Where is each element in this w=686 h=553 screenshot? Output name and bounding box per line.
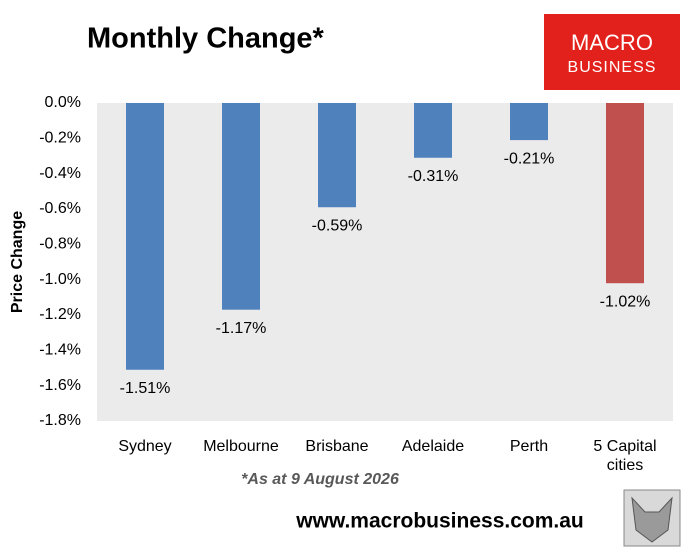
data-label: -0.21% [504,150,555,167]
y-tick-label: -1.0% [39,271,81,288]
chart-title: Monthly Change* [87,23,325,55]
y-tick-label: -1.8% [39,412,81,429]
x-tick-label: Melbourne [203,438,279,455]
y-tick-label: -0.6% [39,200,81,217]
x-tick-label: Adelaide [401,438,465,455]
footnote: *As at 9 August 2026 [241,471,399,488]
x-tick-label: Perth [509,438,549,455]
bar [318,103,356,208]
data-label: -0.59% [312,217,363,234]
bar [222,103,260,310]
bar [126,103,164,370]
data-label: -1.02% [600,293,651,310]
x-tick-label: Sydney [118,438,172,455]
x-tick-label: Brisbane [305,438,369,455]
y-tick-label: 0.0% [45,94,81,111]
source: www.macrobusiness.com.au [295,510,583,533]
bar [606,103,644,284]
y-tick-label: -0.4% [39,165,81,182]
plot-area [97,103,673,421]
logo-text: BUSINESS [568,59,657,76]
x-tick-label: 5 Capital cities [593,438,657,474]
data-label: -1.51% [120,380,171,397]
data-label: -1.17% [216,320,267,337]
y-tick-label: -0.8% [39,236,81,253]
y-tick-label: -0.2% [39,130,81,147]
y-axis-label: Price Change [9,211,26,313]
y-tick-label: -1.2% [39,306,81,323]
data-label: -0.31% [408,168,459,185]
y-tick-label: -1.6% [39,377,81,394]
bar [510,103,548,141]
fox-icon [631,496,673,543]
logo-box [544,14,680,90]
y-tick-label: -1.4% [39,342,81,359]
bar [414,103,452,158]
logo-text: MACRO [571,30,653,55]
